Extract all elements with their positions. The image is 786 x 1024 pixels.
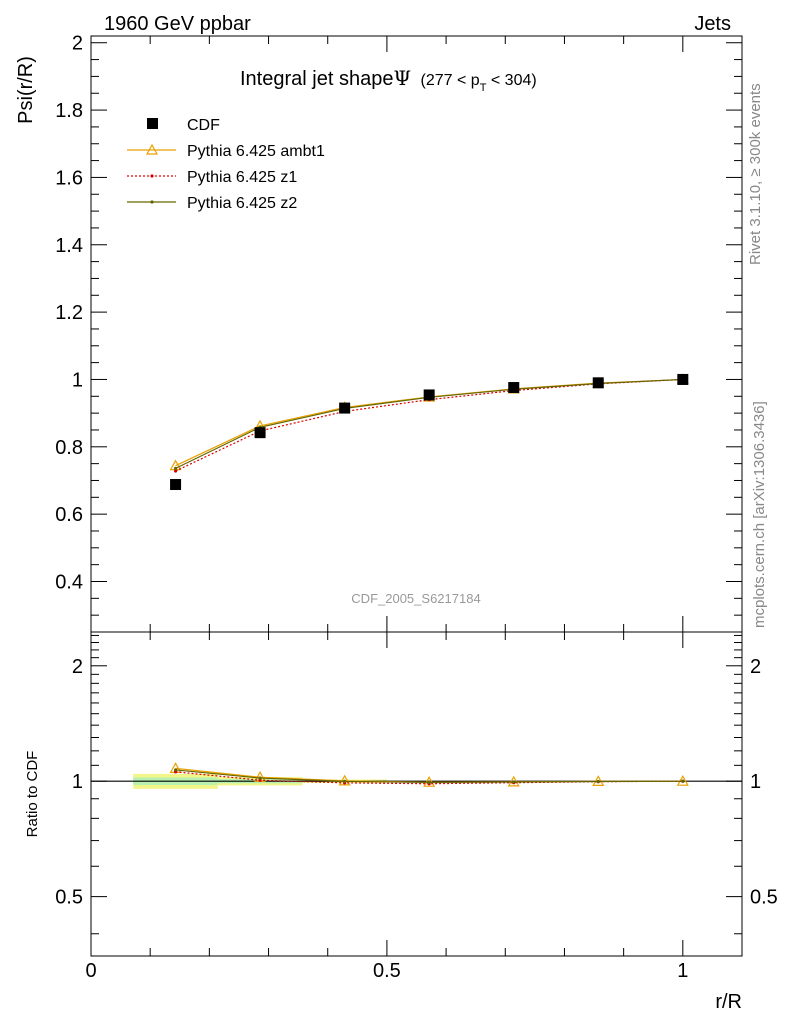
main-y-tick-label: 1.4 bbox=[55, 235, 83, 257]
ratio-ambt1-marker bbox=[338, 774, 351, 786]
main-cdf-point bbox=[254, 427, 266, 439]
main-y-tick-label: 1.8 bbox=[55, 100, 83, 122]
ratio-solid-marker bbox=[512, 780, 516, 784]
ratio-y-tick-label: 1 bbox=[72, 771, 83, 793]
main-y-tick-label: 1 bbox=[72, 369, 83, 391]
ratio-solid-marker bbox=[427, 780, 431, 784]
main-dotted-marker bbox=[173, 469, 178, 473]
legend-label-z2: Pythia 6.425 z2 bbox=[187, 195, 297, 212]
ratio-y-tick-label: 0.5 bbox=[55, 887, 83, 909]
ratio-y-tick-labels: 0.5 0.5 1 1 2 2 bbox=[55, 656, 778, 909]
chart-title-range-suffix: < 304) bbox=[486, 72, 536, 89]
main-solid-marker bbox=[173, 466, 178, 470]
rivet-version-label: Rivet 3.1.10, ≥ 300k events bbox=[747, 83, 764, 265]
main-y-tick-label: 0.4 bbox=[55, 571, 83, 593]
mcplots-credit-label: mcplots.cern.ch [arXiv:1306.3436] bbox=[751, 401, 768, 628]
main-y-tick-label: 2 bbox=[72, 33, 83, 55]
ratio-solid-marker bbox=[343, 779, 347, 783]
legend-label-cdf: CDF bbox=[187, 117, 220, 134]
ratio-ambt1-marker bbox=[592, 775, 605, 786]
main-axis-ticks bbox=[90, 36, 743, 632]
ratio-axis-ticks bbox=[90, 632, 743, 956]
main-y-axis-label: Psi(r/R) bbox=[15, 56, 37, 124]
main-y-tick-label: 0.6 bbox=[55, 504, 83, 526]
ratio-solid-marker bbox=[681, 779, 685, 783]
main-cdf-point bbox=[592, 377, 604, 389]
main-y-tick-label: 1.2 bbox=[55, 302, 83, 324]
x-tick-label: 1 bbox=[677, 960, 688, 982]
ratio-solid-marker bbox=[173, 768, 178, 772]
main-y-tick-label: 0.8 bbox=[55, 437, 83, 459]
main-cdf-point bbox=[423, 389, 435, 401]
ratio-y-tick-label: 2 bbox=[72, 656, 83, 678]
ratio-panel-frame bbox=[90, 631, 743, 957]
ratio-y-tick-label-right: 1 bbox=[750, 771, 761, 793]
main-cdf-point bbox=[339, 402, 351, 414]
legend-label-ambt1: Pythia 6.425 ambt1 bbox=[187, 143, 325, 160]
x-tick-label: 0.5 bbox=[373, 960, 401, 982]
ratio-y-axis-label: Ratio to CDF bbox=[24, 751, 41, 838]
ratio-ambt1-marker bbox=[507, 775, 520, 787]
legend-entry-cdf: CDF bbox=[147, 117, 220, 134]
ratio-panel: 0.5 0.51 12 2 0 0.5 1 Ratio to CDF r/R bbox=[24, 631, 778, 1013]
legend-marker-z1 bbox=[150, 174, 154, 178]
ratio-series-group bbox=[169, 762, 689, 787]
ratio-ambt1-marker bbox=[423, 775, 436, 787]
chart-title: Integral jet shapeΨ (277 < pT < 304) bbox=[240, 66, 537, 94]
legend-entry-z1: Pythia 6.425 z1 bbox=[127, 169, 297, 186]
legend-marker-ambt1 bbox=[145, 143, 159, 155]
x-axis-label: r/R bbox=[715, 991, 742, 1013]
main-series-group bbox=[169, 373, 689, 491]
main-panel: 0.4 0.6 0.8 1 1.2 1.4 1.6 1.8 2 Psi(r/R) Integra… bbox=[15, 33, 743, 633]
header-process-label: Jets bbox=[694, 13, 731, 35]
main-y-tick-labels: 0.4 0.6 0.8 1 1.2 1.4 1.6 1.8 2 bbox=[55, 33, 83, 594]
analysis-id-watermark: CDF_2005_S6217184 bbox=[351, 591, 480, 606]
ratio-solid-marker bbox=[596, 779, 600, 784]
legend-marker-cdf bbox=[147, 118, 158, 129]
main-cdf-point bbox=[508, 382, 520, 394]
legend-entry-ambt1: Pythia 6.425 ambt1 bbox=[127, 143, 325, 160]
x-tick-labels: 0 0.5 1 bbox=[85, 960, 688, 982]
main-y-tick-label: 1.6 bbox=[55, 167, 83, 189]
chart-title-range-prefix: (277 < p bbox=[421, 72, 480, 89]
main-cdf-point bbox=[170, 479, 182, 491]
legend-marker-z2 bbox=[150, 200, 154, 204]
x-tick-label: 0 bbox=[85, 960, 96, 982]
legend: CDF Pythia 6.425 ambt1 Pythia 6.425 z1 P… bbox=[127, 117, 325, 212]
chart-title-range-subscript: T bbox=[480, 82, 487, 94]
ratio-y-tick-label-right: 2 bbox=[750, 656, 761, 678]
chart-title-psi-symbol: Ψ bbox=[393, 66, 411, 90]
ratio-solid-marker bbox=[258, 776, 262, 780]
header-collision-label: 1960 GeV ppbar bbox=[104, 13, 251, 35]
legend-label-z1: Pythia 6.425 z1 bbox=[187, 169, 297, 186]
ratio-y-tick-label-right: 0.5 bbox=[750, 887, 778, 909]
main-cdf-point bbox=[677, 373, 689, 385]
chart-title-text: Integral jet shape bbox=[240, 68, 393, 90]
legend-entry-z2: Pythia 6.425 z2 bbox=[127, 195, 297, 212]
